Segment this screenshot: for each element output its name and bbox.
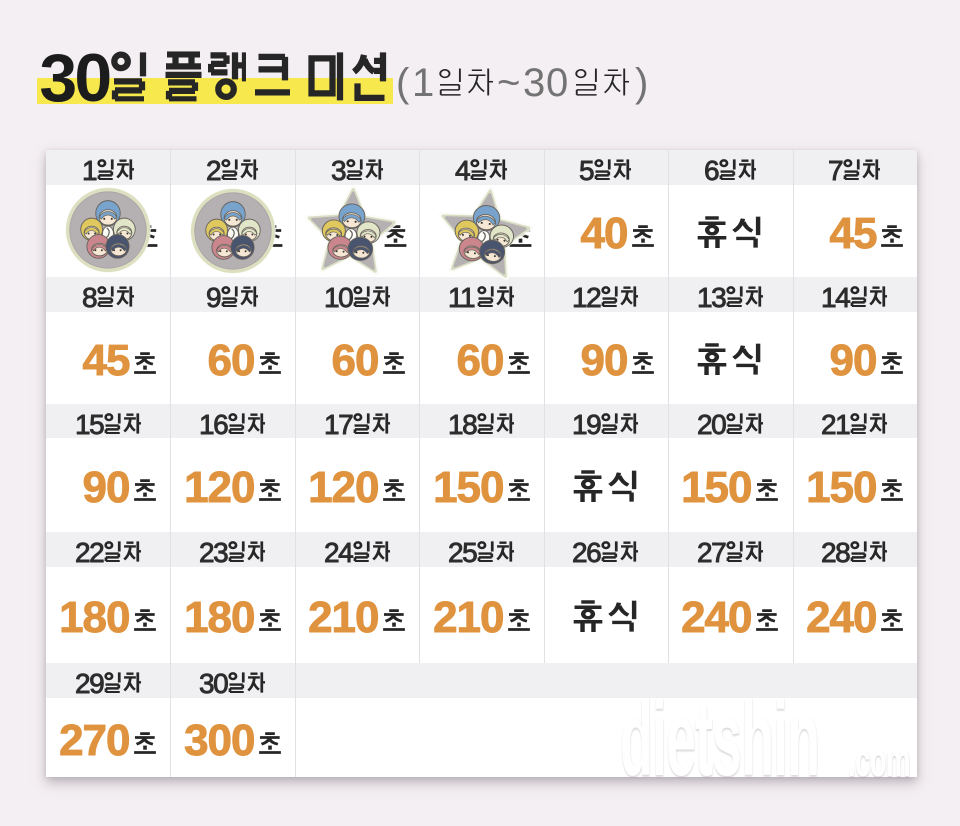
svg-text:90: 90 [829, 339, 876, 385]
svg-text:45: 45 [83, 339, 130, 385]
svg-text:21: 21 [821, 409, 850, 435]
svg-text:150: 150 [433, 466, 503, 512]
svg-text:5: 5 [579, 155, 594, 181]
svg-text:7: 7 [828, 155, 843, 181]
svg-text:13: 13 [697, 282, 726, 308]
svg-text:(1~30): (1 ~30) [396, 61, 648, 105]
svg-text:40: 40 [580, 212, 627, 258]
svg-text:240: 240 [681, 596, 751, 642]
svg-text:9: 9 [206, 282, 221, 308]
svg-text:3: 3 [331, 155, 346, 181]
svg-text:210: 210 [308, 596, 378, 642]
svg-text:270: 270 [59, 719, 129, 765]
svg-text:23: 23 [199, 537, 228, 563]
svg-text:90: 90 [580, 339, 627, 385]
svg-text:25: 25 [448, 537, 477, 563]
svg-text:20: 20 [697, 409, 726, 435]
svg-text:30: 30 [39, 44, 110, 110]
svg-text:8: 8 [82, 282, 97, 308]
svg-text:24: 24 [324, 537, 353, 563]
svg-text:16: 16 [199, 409, 228, 435]
svg-text:6: 6 [704, 155, 719, 181]
svg-text:18: 18 [448, 409, 477, 435]
svg-text:2: 2 [206, 155, 221, 181]
svg-text:28: 28 [821, 537, 850, 563]
svg-text:120: 120 [184, 466, 254, 512]
svg-text:1: 1 [82, 155, 97, 181]
svg-text:240: 240 [806, 596, 876, 642]
svg-text:180: 180 [59, 596, 129, 642]
svg-text:150: 150 [806, 466, 876, 512]
svg-text:150: 150 [681, 466, 751, 512]
svg-text:17: 17 [324, 409, 353, 435]
svg-text:60: 60 [207, 339, 254, 385]
svg-text:120: 120 [308, 466, 378, 512]
svg-text:19: 19 [572, 409, 601, 435]
svg-text:27: 27 [697, 537, 726, 563]
svg-text:60: 60 [456, 339, 503, 385]
svg-text:30: 30 [199, 668, 228, 694]
svg-text:90: 90 [83, 466, 130, 512]
svg-text:12: 12 [572, 282, 601, 308]
svg-text:4: 4 [455, 155, 470, 181]
svg-text:14: 14 [821, 282, 850, 308]
svg-text:45: 45 [829, 212, 876, 258]
svg-text:180: 180 [184, 596, 254, 642]
svg-text:210: 210 [433, 596, 503, 642]
svg-text:15: 15 [75, 409, 104, 435]
svg-text:29: 29 [75, 668, 104, 694]
svg-text:11: 11 [448, 282, 475, 308]
svg-text:26: 26 [572, 537, 601, 563]
svg-text:22: 22 [75, 537, 104, 563]
svg-text:10: 10 [324, 282, 353, 308]
svg-text:60: 60 [332, 339, 379, 385]
svg-text:300: 300 [184, 719, 254, 765]
